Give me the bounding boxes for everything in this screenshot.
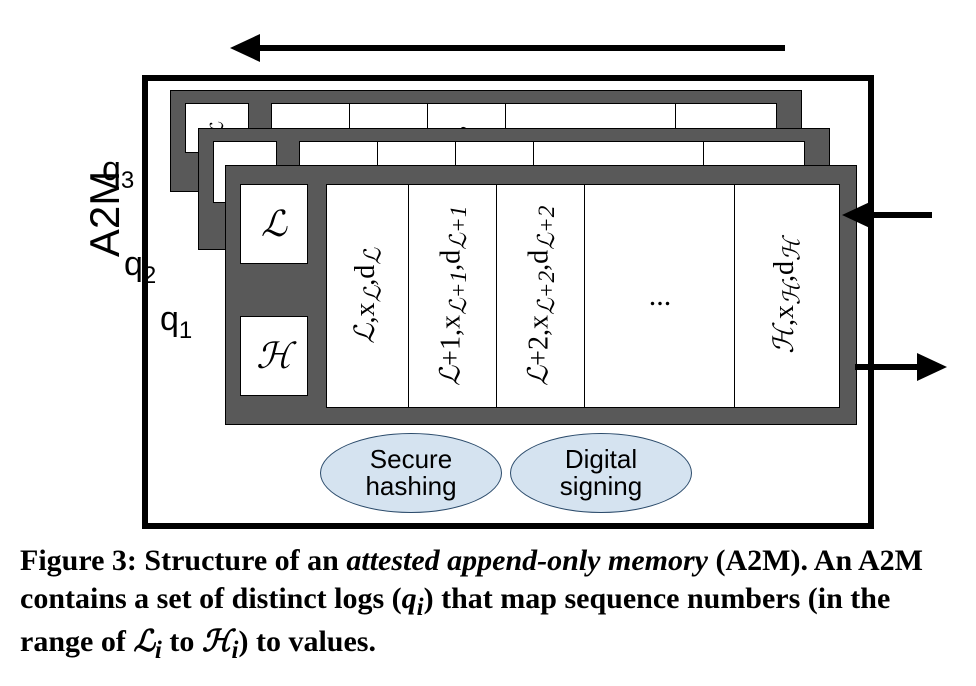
l1-c1: ℒ+1,xℒ+1,dℒ+1 (408, 184, 498, 408)
l1-c4: ℋ,xℋ,dℋ (734, 184, 840, 408)
right-in-arrow (840, 195, 935, 235)
right-out-arrow (855, 347, 950, 387)
l1-H: ℋ (240, 316, 308, 396)
q-label-1: q1 (160, 300, 192, 345)
l1-L: ℒ (240, 184, 308, 264)
log-layer-1: ℒ ℋ ℒ,xℒ,dℒ ℒ+1,xℒ+1,dℒ+1 ℒ+2,xℒ+2,dℒ+2 … (225, 165, 857, 425)
q-label-3: q3 (102, 150, 134, 195)
q-label-2: q2 (124, 245, 156, 290)
figure-container: A2M q3 q2 q1 ℒ ℒ+1 ℒ+2 ℒ ℒ+1 ℒ+2 ℒ (20, 20, 956, 666)
l1-c2: ℒ+2,xℒ+2,dℒ+2 (496, 184, 586, 408)
l1-c0: ℒ,xℒ,dℒ (326, 184, 410, 408)
diagram-area: A2M q3 q2 q1 ℒ ℒ+1 ℒ+2 ℒ ℒ+1 ℒ+2 ℒ (80, 20, 880, 530)
top-arrow (230, 28, 790, 68)
ellipse-digital-signing: Digitalsigning (510, 433, 692, 513)
ellipse-secure-hashing: Securehashing (320, 433, 502, 513)
figure-caption: Figure 3: Structure of an attested appen… (20, 542, 950, 666)
l1-c3: ... (584, 184, 736, 408)
